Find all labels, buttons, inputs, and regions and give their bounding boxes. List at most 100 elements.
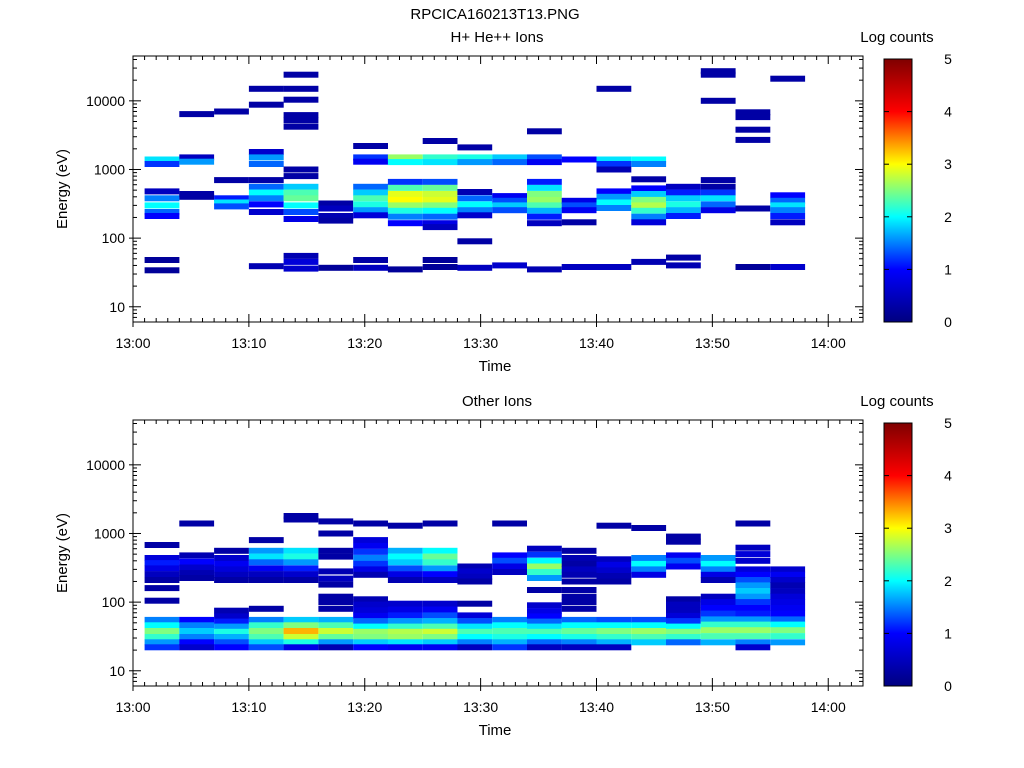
heatmap-cell [353, 183, 388, 190]
heatmap-cell [387, 159, 423, 166]
heatmap-cell [561, 156, 597, 163]
heatmap-cell [387, 207, 423, 214]
heatmap-cell [700, 577, 736, 583]
heatmap-cell [248, 201, 284, 208]
x-axis: 13:00 13:10 13:20 13:30 13:40 13:50 14:00 [115, 420, 864, 715]
heatmap-cell [353, 596, 388, 603]
heatmap-cell [248, 177, 284, 184]
heatmap-cell [179, 558, 215, 565]
heatmap-cell [214, 203, 249, 210]
heatmap-cell [387, 184, 423, 191]
heatmap-cell [700, 195, 736, 202]
heatmap-cell [492, 154, 527, 161]
heatmap-cell [770, 207, 806, 214]
heatmap-cell [700, 560, 736, 567]
heatmap-cell [735, 639, 771, 646]
heatmap-cell [144, 202, 180, 209]
heatmap-cell [179, 575, 215, 581]
heatmap-cell [318, 547, 354, 554]
y-tick-label: 10 [109, 663, 125, 679]
heatmap-cell [631, 634, 667, 640]
heatmap-cell [527, 266, 562, 273]
heatmap-cell [214, 634, 249, 640]
heatmap-cell [318, 639, 354, 646]
heatmap-cell [457, 612, 493, 619]
heatmap-cell [422, 191, 458, 197]
heatmap-cell [735, 644, 771, 651]
heatmap-cell [422, 639, 458, 646]
heatmap-cell [248, 183, 284, 190]
heatmap-cell [770, 566, 806, 573]
heatmap-cell [387, 266, 423, 273]
heatmap-cell [353, 257, 388, 263]
heatmap-cell [700, 68, 736, 75]
heatmap-cell [387, 634, 423, 640]
heatmap-cell [422, 547, 458, 554]
heatmap-cell [457, 207, 493, 214]
heatmap-cell [214, 644, 249, 651]
heatmap-cell [144, 577, 180, 583]
heatmap-cell [492, 197, 527, 204]
heatmap-cell [561, 571, 597, 578]
heatmap-cell [422, 257, 458, 263]
plot-panel-h-he-ions: H+ He++ Ions Log counts Time Energy (eV)… [54, 29, 952, 375]
heatmap-cell [283, 195, 319, 202]
heatmap-cell [214, 108, 249, 115]
x-tick-label: 14:00 [811, 699, 846, 715]
heatmap-cell [422, 207, 458, 214]
heatmap-cell [353, 639, 388, 646]
x-tick-label: 13:50 [695, 699, 730, 715]
heatmap-cell [248, 547, 284, 554]
heatmap-cell [457, 568, 493, 575]
heatmap-cell [527, 634, 562, 640]
heatmap-cell [492, 520, 527, 527]
heatmap-cell [700, 177, 736, 184]
heatmap-cell [735, 136, 771, 143]
heatmap-cell [492, 622, 527, 629]
heatmap-cell [387, 559, 423, 566]
heatmap-cell [422, 600, 458, 607]
colorbar-scale [883, 58, 913, 323]
heatmap-cell [248, 634, 284, 640]
heatmap-cell [457, 578, 493, 585]
heatmap-cell [770, 202, 806, 209]
heatmap-cell [248, 209, 284, 215]
heatmap-cell [770, 627, 806, 634]
heatmap-cell [561, 622, 597, 629]
heatmap-cell [631, 628, 667, 634]
plot-panel-other-ions: Other Ions Log counts Time Energy (eV) 1… [54, 393, 952, 739]
heatmap-cell [353, 601, 388, 608]
heatmap-cell [318, 568, 354, 575]
x-tick-label: 13:10 [231, 335, 266, 351]
heatmap-cell [596, 199, 632, 206]
heatmap-cell [318, 634, 354, 640]
heatmap-cell [283, 628, 319, 634]
heatmap-cell [214, 560, 249, 567]
heatmap-cell [144, 644, 180, 651]
heatmap-cell [248, 644, 284, 651]
heatmap-cell [179, 564, 215, 571]
colorbar-title: Log counts [860, 29, 933, 46]
heatmap-cell [700, 599, 736, 606]
heatmap-cell [422, 178, 458, 185]
heatmap-cell [457, 189, 493, 195]
heatmap-cell [666, 618, 701, 625]
heatmap-cell [248, 189, 284, 196]
heatmap-cell [735, 544, 771, 551]
heatmap-cell [318, 530, 354, 537]
heatmap-cell [353, 555, 388, 561]
heatmap-cell [700, 627, 736, 634]
heatmap-cell [248, 553, 284, 560]
heatmap-cell [596, 85, 632, 92]
heatmap-cell [283, 644, 319, 651]
heatmap-cell [283, 71, 319, 78]
heatmap-cell [179, 520, 215, 527]
heatmap-cell [248, 565, 284, 572]
heatmap-cell [283, 173, 319, 180]
heatmap-cell [700, 71, 736, 78]
heatmap-cell [700, 605, 736, 611]
heatmap-cell [353, 634, 388, 640]
heatmap-cell [770, 588, 806, 595]
heatmap-cell [144, 209, 180, 215]
heatmap-cell [422, 196, 458, 203]
